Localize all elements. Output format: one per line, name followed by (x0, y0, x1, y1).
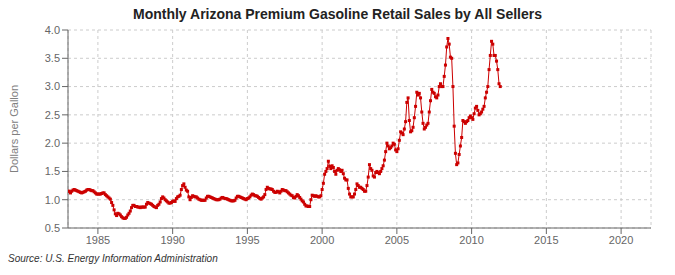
svg-text:1990: 1990 (160, 234, 184, 246)
svg-text:2020: 2020 (609, 234, 633, 246)
svg-text:2.5: 2.5 (45, 109, 60, 121)
svg-text:1.5: 1.5 (45, 165, 60, 177)
svg-text:3.0: 3.0 (45, 80, 60, 92)
svg-text:2010: 2010 (459, 234, 483, 246)
svg-text:2.0: 2.0 (45, 137, 60, 149)
svg-text:1985: 1985 (86, 234, 110, 246)
svg-text:0.5: 0.5 (45, 222, 60, 234)
svg-text:4.0: 4.0 (45, 24, 60, 36)
svg-text:2005: 2005 (385, 234, 409, 246)
svg-text:Dollars per Gallon: Dollars per Gallon (8, 85, 20, 173)
svg-text:2015: 2015 (534, 234, 558, 246)
svg-text:3.5: 3.5 (45, 52, 60, 64)
svg-text:2000: 2000 (310, 234, 334, 246)
html-text:Monthly Arizona Premium Gasoli: Monthly Arizona Premium Gasoline Retail … (133, 6, 542, 22)
svg-text:1995: 1995 (235, 234, 259, 246)
svg-text:1.0: 1.0 (45, 194, 60, 206)
html-text:Source: U.S. Energy Informatio: Source: U.S. Energy Information Administ… (8, 253, 218, 264)
